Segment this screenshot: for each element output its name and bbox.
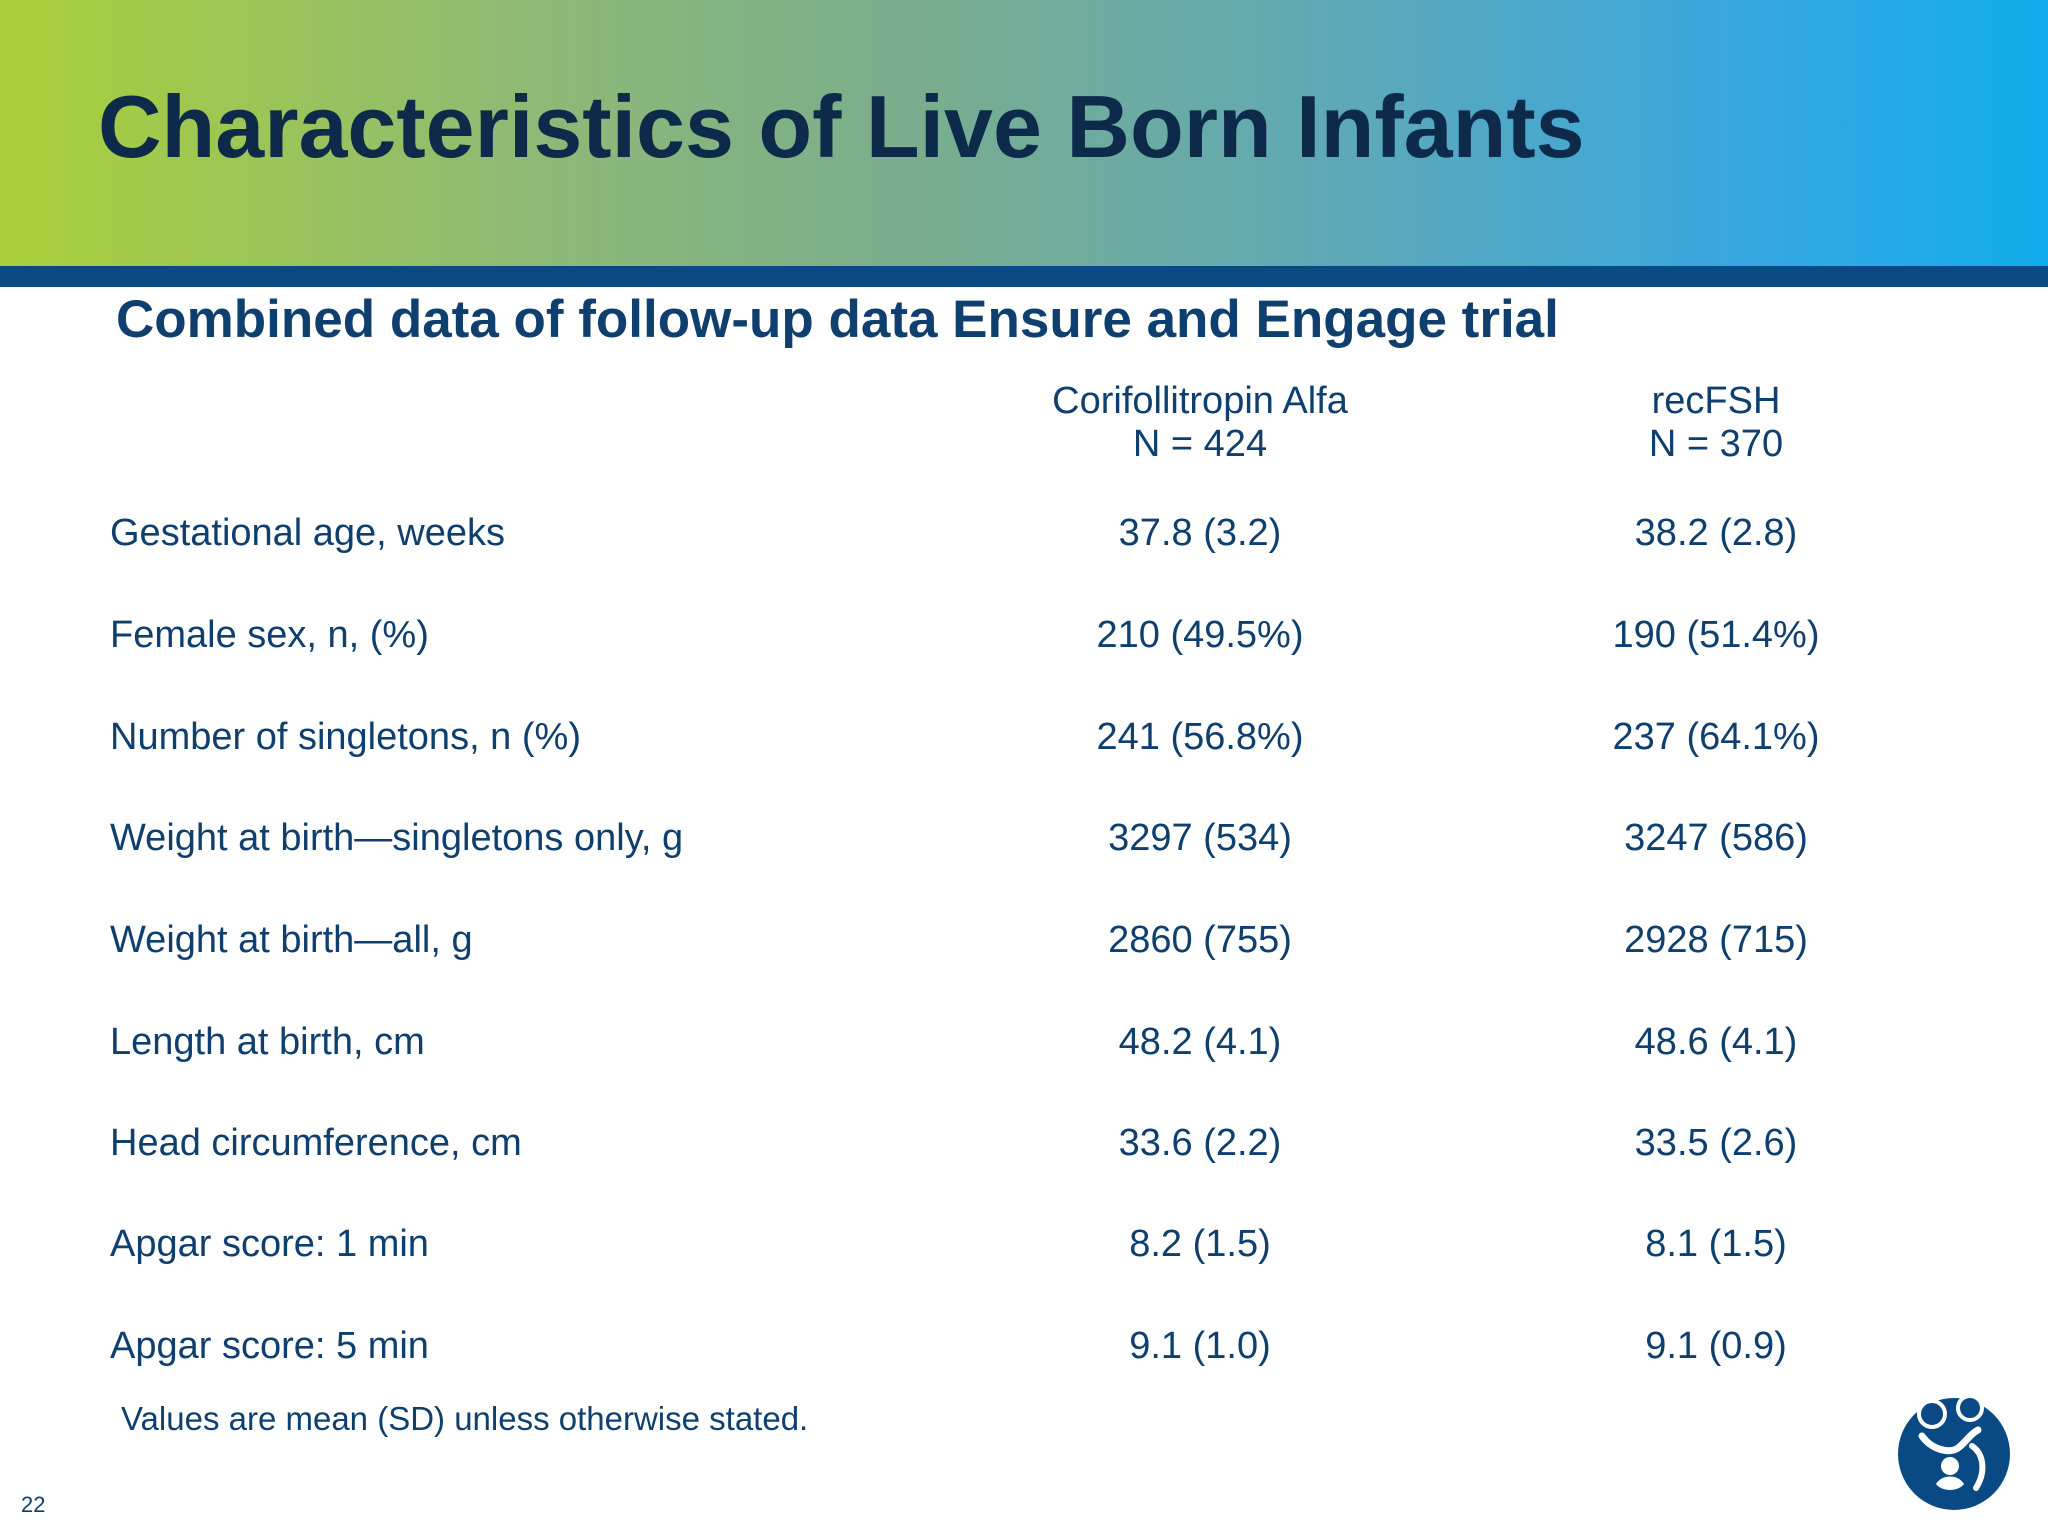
row-label: Apgar score: 1 min xyxy=(110,1223,429,1265)
cell-corifollitropin: 8.2 (1.5) xyxy=(1129,1223,1271,1265)
row-label: Number of singletons, n (%) xyxy=(110,716,581,758)
table-row: Weight at birth—singletons only, g 3297 … xyxy=(0,808,2048,868)
table-row: Female sex, n, (%) 210 (49.5%) 190 (51.4… xyxy=(0,605,2048,665)
table-row: Apgar score: 1 min 8.2 (1.5) 8.1 (1.5) xyxy=(0,1214,2048,1274)
row-label: Weight at birth—singletons only, g xyxy=(110,817,684,859)
cell-recfsh: 38.2 (2.8) xyxy=(1634,512,1798,554)
cell-recfsh: 9.1 (0.9) xyxy=(1645,1325,1787,1367)
row-label: Weight at birth—all, g xyxy=(110,919,473,961)
cell-recfsh: 8.1 (1.5) xyxy=(1645,1223,1787,1265)
cell-corifollitropin: 241 (56.8%) xyxy=(1096,716,1304,758)
cell-corifollitropin: 210 (49.5%) xyxy=(1096,614,1304,656)
table-row: Number of singletons, n (%) 241 (56.8%) … xyxy=(0,707,2048,767)
cell-recfsh: 3247 (586) xyxy=(1624,817,1808,859)
cell-recfsh: 48.6 (4.1) xyxy=(1634,1021,1798,1063)
column-header-name: recFSH xyxy=(1651,380,1781,422)
column-header-recfsh: recFSH N = 370 xyxy=(1506,380,1926,465)
row-label: Apgar score: 5 min xyxy=(110,1325,429,1367)
column-header-n: N = 370 xyxy=(1648,422,1784,465)
table-row: Head circumference, cm 33.6 (2.2) 33.5 (… xyxy=(0,1113,2048,1173)
column-header-corifollitropin: Corifollitropin Alfa N = 424 xyxy=(990,380,1410,465)
row-label: Gestational age, weeks xyxy=(110,512,506,554)
column-header-n: N = 424 xyxy=(1132,422,1268,465)
header-gradient-band xyxy=(0,0,2048,266)
cell-corifollitropin: 33.6 (2.2) xyxy=(1118,1122,1282,1164)
cell-recfsh: 33.5 (2.6) xyxy=(1634,1122,1798,1164)
cell-recfsh: 190 (51.4%) xyxy=(1612,614,1820,656)
table-row: Length at birth, cm 48.2 (4.1) 48.6 (4.1… xyxy=(0,1012,2048,1072)
slide-title: Characteristics of Live Born Infants xyxy=(98,77,1585,176)
cell-corifollitropin: 2860 (755) xyxy=(1108,919,1292,961)
table-row: Weight at birth—all, g 2860 (755) 2928 (… xyxy=(0,910,2048,970)
cell-corifollitropin: 37.8 (3.2) xyxy=(1118,512,1282,554)
cell-recfsh: 2928 (715) xyxy=(1624,919,1808,961)
parent-and-child-logo-icon xyxy=(1898,1394,2010,1510)
cell-corifollitropin: 3297 (534) xyxy=(1108,817,1292,859)
row-label: Length at birth, cm xyxy=(110,1021,425,1063)
slide-subtitle: Combined data of follow-up data Ensure a… xyxy=(116,290,1559,349)
cell-corifollitropin: 48.2 (4.1) xyxy=(1118,1021,1282,1063)
table-row: Apgar score: 5 min 9.1 (1.0) 9.1 (0.9) xyxy=(0,1316,2048,1376)
row-label: Female sex, n, (%) xyxy=(110,614,429,656)
cell-recfsh: 237 (64.1%) xyxy=(1612,716,1820,758)
row-label: Head circumference, cm xyxy=(110,1122,522,1164)
footnote: Values are mean (SD) unless otherwise st… xyxy=(121,1400,809,1437)
column-header-name: Corifollitropin Alfa xyxy=(1052,380,1348,422)
table-row: Gestational age, weeks 37.8 (3.2) 38.2 (… xyxy=(0,503,2048,563)
cell-corifollitropin: 9.1 (1.0) xyxy=(1129,1325,1271,1367)
header-divider-rule xyxy=(0,266,2048,287)
page-number: 22 xyxy=(21,1492,46,1517)
